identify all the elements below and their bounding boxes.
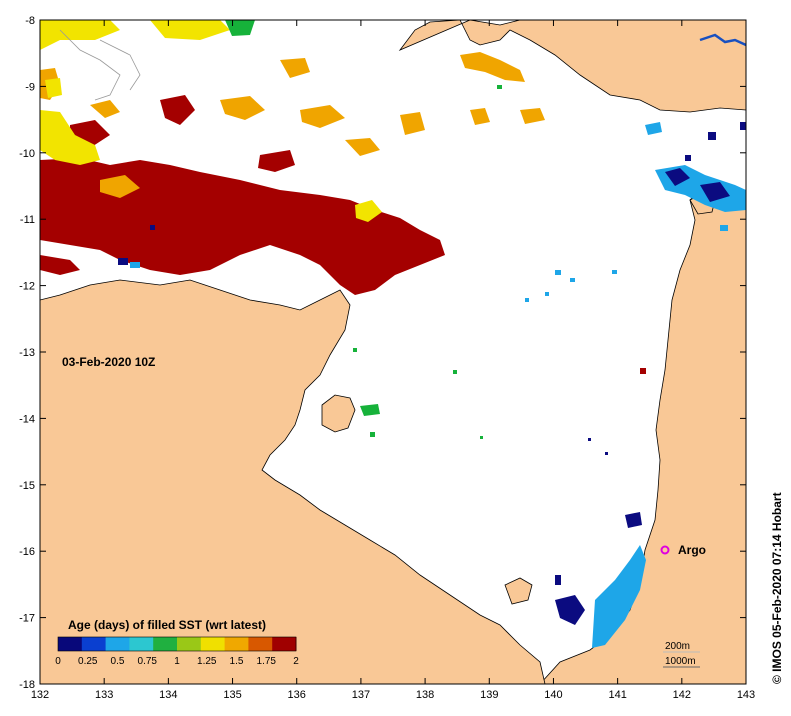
colorbar-tick-label: 0.75	[138, 656, 158, 667]
x-tick-label: 143	[737, 689, 755, 701]
colorbar-swatches	[57, 636, 297, 652]
colorbar-tick-label: 1.25	[197, 656, 217, 667]
contour-label-1000m: 1000m	[665, 656, 696, 667]
colorbar-swatch	[81, 637, 107, 651]
y-tick-label: -9	[25, 81, 35, 93]
colorbar-swatch	[272, 637, 297, 651]
argo-label: Argo	[678, 543, 706, 557]
x-tick-label: 140	[544, 689, 562, 701]
colorbar-tick-label: 1.5	[230, 656, 244, 667]
colorbar-tick-label: 0.25	[78, 656, 98, 667]
fly-river	[699, 33, 746, 47]
colorbar-swatch	[224, 637, 249, 651]
argo-float-marker	[660, 545, 670, 555]
land-wellesley	[504, 577, 533, 605]
colorbar-swatch	[129, 637, 154, 651]
axis-ticks: 132 133 134 135 136 137 138 139 140 141 142 143 -8 -9…	[19, 15, 755, 701]
colorbar-swatch	[177, 637, 202, 651]
colorbar-tick-label: 1	[174, 656, 180, 667]
x-tick-label: 142	[673, 689, 691, 701]
y-tick-label: -11	[20, 214, 35, 226]
x-tick-label: 135	[223, 689, 241, 701]
colorbar-tick-label: 0	[55, 656, 61, 667]
y-tick-label: -18	[19, 679, 35, 691]
colorbar-swatch	[105, 637, 130, 651]
x-tick-label: 137	[352, 689, 370, 701]
timestamp-label: 03-Feb-2020 10Z	[62, 355, 155, 369]
y-tick-label: -12	[19, 281, 35, 293]
colorbar-swatch	[200, 637, 226, 651]
sst-age-zero-patches	[118, 122, 746, 625]
x-tick-label: 141	[608, 689, 626, 701]
x-tick-label: 139	[480, 689, 498, 701]
y-tick-label: -10	[19, 148, 35, 160]
bathymetry-contours	[59, 29, 141, 101]
y-tick-label: -17	[19, 613, 35, 625]
land-groote-eylandt	[321, 394, 356, 433]
y-tick-label: -13	[19, 347, 35, 359]
land-new-guinea	[398, 20, 746, 113]
y-tick-label: -16	[19, 546, 35, 558]
x-tick-label: 134	[159, 689, 177, 701]
colorbar-swatch	[153, 637, 178, 651]
y-tick-label: -8	[25, 15, 35, 27]
x-tick-label: 133	[95, 689, 113, 701]
credit-label: © IMOS 05-Feb-2020 07:14 Hobart	[770, 492, 784, 684]
colorbar-tick-label: 1.75	[257, 656, 277, 667]
land-arnhem	[40, 279, 546, 684]
x-tick-label: 138	[416, 689, 434, 701]
x-tick-label: 136	[288, 689, 306, 701]
y-tick-label: -15	[19, 480, 35, 492]
x-tick-label: 132	[31, 689, 49, 701]
colorbar-tick-label: 2	[293, 656, 299, 667]
contour-legend: 200m 1000m	[663, 641, 700, 668]
colorbar-title: Age (days) of filled SST (wrt latest)	[68, 618, 266, 632]
y-tick-label: -14	[19, 413, 35, 425]
colorbar-swatch	[58, 637, 83, 651]
sst-age-yellow-patches	[40, 20, 382, 222]
colorbar-ticks: 0 0.25 0.5 0.75 1 1.25 1.5 1.75 2	[55, 656, 299, 667]
colorbar-tick-label: 0.5	[111, 656, 125, 667]
sst-age-old-band	[40, 95, 646, 374]
contour-label-200m: 200m	[665, 641, 690, 652]
colorbar-swatch	[248, 637, 273, 651]
colorbar-frame	[57, 636, 297, 652]
